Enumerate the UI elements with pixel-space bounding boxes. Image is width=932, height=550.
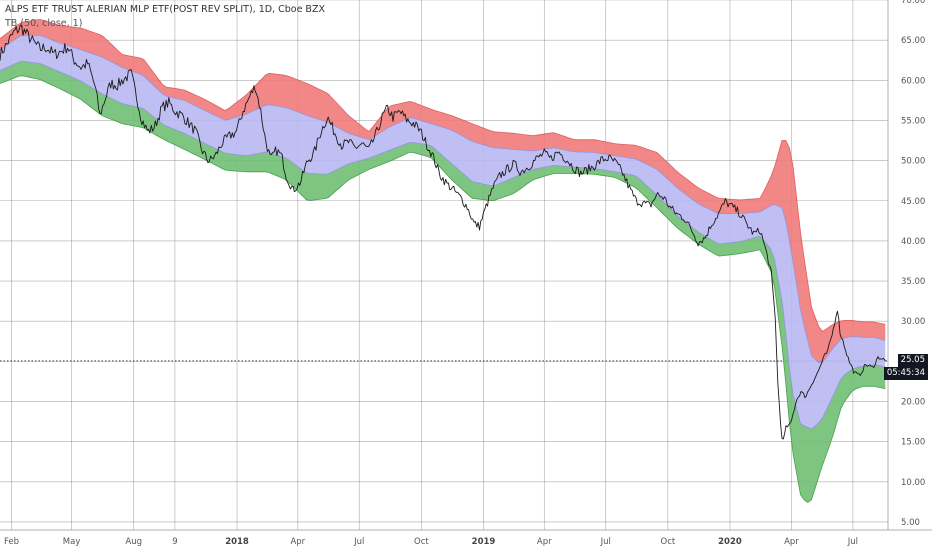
band-fills [0,19,886,503]
middle-upper-band-line [0,34,886,364]
price-line [0,24,886,440]
price-series [0,24,886,440]
time-tick-label: 2019 [472,537,496,547]
price-tick-label: 10.00 [901,478,925,488]
indicator-label[interactable]: TB (50, close, 1) [5,18,83,29]
price-tick-label: 20.00 [901,398,925,408]
lower-band-fill [0,61,886,503]
last-price-badge: 25.05 [897,353,928,367]
time-tick-label: Oct [661,537,676,547]
price-tick-label: 5.00 [901,518,920,528]
price-tick-label: 60.00 [901,76,925,86]
price-tick-label: 55.00 [901,116,925,126]
time-tick-label: Jul [847,537,858,547]
time-tick-label: Oct [414,537,429,547]
time-tick-label: Aug [125,537,142,547]
price-tick-label: 45.00 [901,197,925,207]
symbol-title[interactable]: ALPS ETF TRUST ALERIAN MLP ETF(POST REV … [5,4,325,15]
time-tick-label: Feb [4,537,19,547]
time-tick-label: Apr [784,537,799,547]
price-tick-label: 30.00 [901,317,925,327]
middle-lower-band-line [0,60,886,430]
upper-band-line [0,19,886,332]
time-tick-label: Apr [537,537,552,547]
price-tick-label: 35.00 [901,277,925,287]
time-tick-label: Apr [290,537,305,547]
time-tick-label: Jul [353,537,364,547]
chart-legend: ALPS ETF TRUST ALERIAN MLP ETF(POST REV … [5,3,325,31]
price-tick-label: 50.00 [901,157,925,167]
time-scale[interactable]: Feb May Aug 9 2018 Apr Jul Oct 2019 Apr Jul Oct 2020… [4,537,858,547]
time-tick-label: Jul [600,537,611,547]
price-tick-label: 40.00 [901,237,925,247]
time-tick-label: 9 [172,537,177,547]
countdown-badge: 05:45:34 [883,366,928,380]
middle-band-fill [0,35,886,429]
price-tick-label: 65.00 [901,36,925,46]
time-tick-label: May [63,537,81,547]
time-tick-label: 2018 [225,537,249,547]
time-tick-label: 2020 [718,537,742,547]
price-tick-label: 70.00 [901,0,925,6]
price-tick-label: 15.00 [901,438,925,448]
axes [0,0,932,531]
